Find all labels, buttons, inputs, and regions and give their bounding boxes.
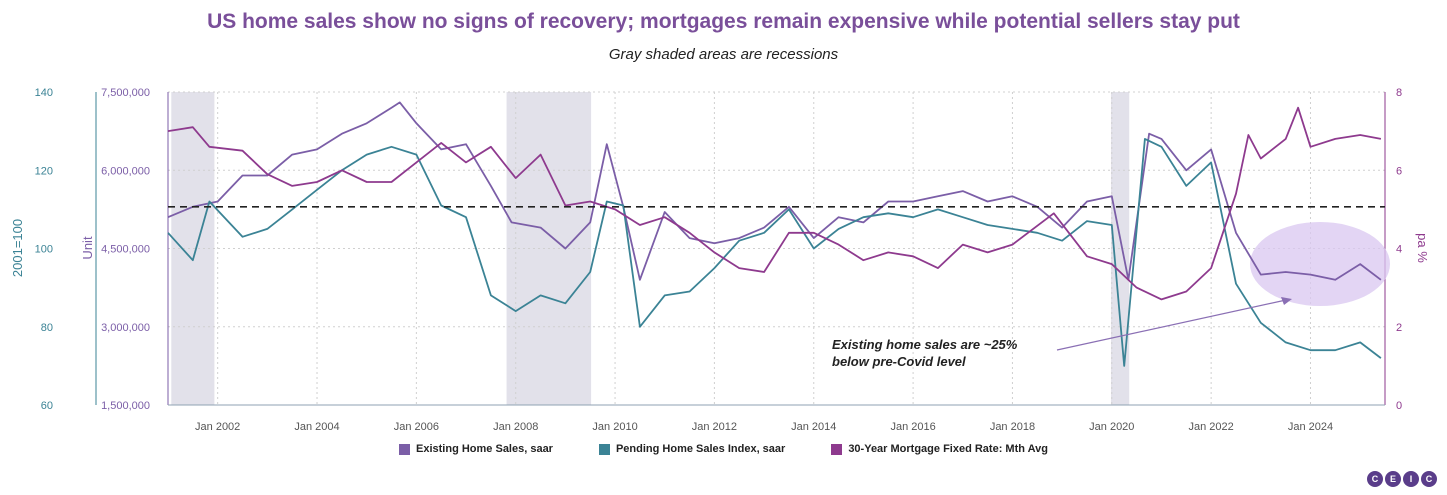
series-line-0 bbox=[167, 101, 1382, 281]
rate-tick-label: 0 bbox=[1396, 400, 1402, 412]
legend-label: Pending Home Sales Index, saar bbox=[615, 443, 786, 455]
x-tick-label: Jan 2002 bbox=[195, 421, 240, 433]
legend-item-mortgage-rate[interactable]: 30-Year Mortgage Fixed Rate: Mth Avg bbox=[831, 443, 1048, 455]
rate-tick-label: 2 bbox=[1396, 322, 1402, 334]
rate-tick-label: 4 bbox=[1396, 244, 1402, 256]
rate-tick-label: 6 bbox=[1396, 165, 1402, 177]
index-tick-label: 140 bbox=[35, 87, 53, 99]
index-axis-title: 2001=100 bbox=[10, 219, 25, 277]
index-tick-label: 120 bbox=[35, 165, 53, 177]
annotation-text: Existing home sales are ~25% bbox=[832, 337, 1018, 352]
legend-swatch bbox=[598, 443, 610, 455]
series-line-2 bbox=[167, 106, 1382, 301]
legend-item-pending-home-sales[interactable]: Pending Home Sales Index, saar bbox=[598, 443, 786, 455]
legend-swatch bbox=[399, 443, 411, 455]
x-tick-label: Jan 2018 bbox=[990, 421, 1035, 433]
x-tick-label: Jan 2008 bbox=[493, 421, 538, 433]
x-tick-label: Jan 2006 bbox=[394, 421, 439, 433]
unit-tick-label: 7,500,000 bbox=[101, 87, 150, 99]
logo-letter: E bbox=[1385, 471, 1401, 487]
chart-subtitle: Gray shaded areas are recessions bbox=[608, 46, 839, 63]
unit-tick-label: 6,000,000 bbox=[101, 165, 150, 177]
chart-title: US home sales show no signs of recovery;… bbox=[207, 10, 1240, 33]
logo-letter: C bbox=[1421, 471, 1437, 487]
x-tick-label: Jan 2010 bbox=[592, 421, 637, 433]
chart-area: Jan 2002 Jan 2004 Jan 2006 Jan 2008 Jan 2010… bbox=[10, 87, 1430, 433]
legend-item-existing-home-sales[interactable]: Existing Home Sales, saar bbox=[399, 443, 553, 455]
x-tick-label: Jan 2024 bbox=[1288, 421, 1333, 433]
unit-tick-label: 3,000,000 bbox=[101, 322, 150, 334]
unit-tick-label: 1,500,000 bbox=[101, 400, 150, 412]
rate-axis-title: pa % bbox=[1415, 233, 1430, 263]
unit-axis-title: Unit bbox=[80, 236, 95, 260]
index-tick-label: 60 bbox=[41, 400, 53, 412]
x-tick-label: Jan 2012 bbox=[692, 421, 737, 433]
x-tick-label: Jan 2014 bbox=[791, 421, 836, 433]
index-tick-label: 100 bbox=[35, 244, 53, 256]
x-tick-label: Jan 2020 bbox=[1089, 421, 1134, 433]
logo-letter: I bbox=[1403, 471, 1419, 487]
unit-tick-label: 4,500,000 bbox=[101, 244, 150, 256]
x-tick-label: Jan 2022 bbox=[1189, 421, 1234, 433]
annotation-arrow-head bbox=[1281, 297, 1292, 305]
ceic-logo: C E I C bbox=[1367, 471, 1437, 487]
recession-band bbox=[171, 92, 215, 405]
annotation-text: below pre-Covid level bbox=[832, 354, 966, 369]
legend-label: Existing Home Sales, saar bbox=[416, 443, 553, 455]
x-tick-label: Jan 2016 bbox=[890, 421, 935, 433]
series-line-1 bbox=[167, 138, 1382, 367]
legend-swatch bbox=[831, 443, 843, 455]
annotation-arrow-line bbox=[1056, 299, 1287, 351]
legend-label: 30-Year Mortgage Fixed Rate: Mth Avg bbox=[848, 443, 1048, 455]
legend: Existing Home Sales, saar Pending Home S… bbox=[0, 443, 1447, 455]
index-tick-label: 80 bbox=[41, 322, 53, 334]
highlight-ellipse bbox=[1250, 222, 1390, 306]
x-tick-label: Jan 2004 bbox=[294, 421, 339, 433]
logo-letter: C bbox=[1367, 471, 1383, 487]
rate-tick-label: 8 bbox=[1396, 87, 1402, 99]
